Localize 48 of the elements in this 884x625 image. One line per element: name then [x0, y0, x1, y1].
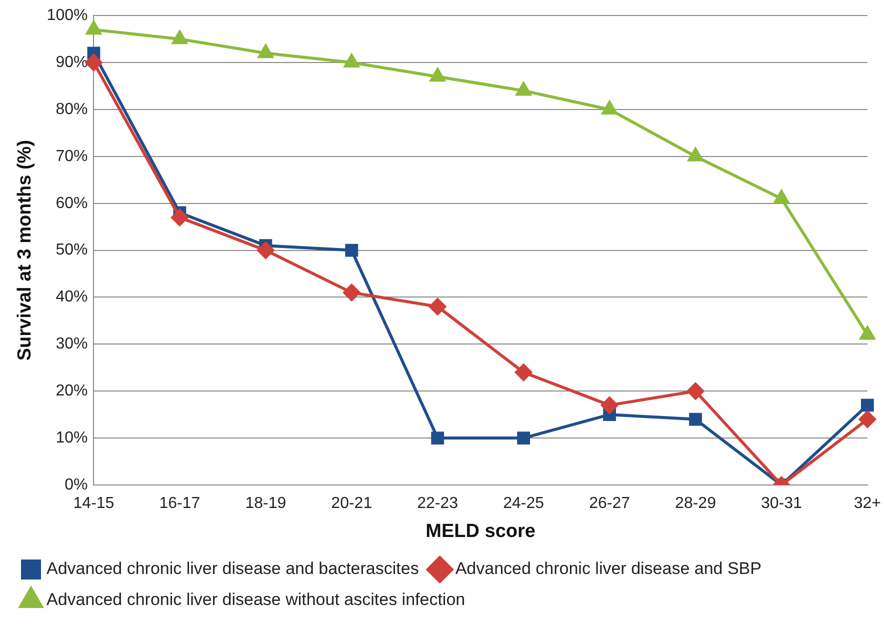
point [171, 208, 188, 226]
point [345, 244, 358, 257]
y-tick-label: 30% [56, 336, 88, 353]
point [344, 54, 360, 68]
x-axis-title: MELD score [426, 520, 536, 542]
legend-label: Advanced chronic liver disease without ascites infection [46, 590, 466, 610]
x-tick-label: 24-25 [503, 495, 544, 512]
point [343, 284, 360, 302]
x-tick-label: 28-29 [675, 495, 716, 512]
point [257, 242, 274, 259]
point [431, 432, 444, 445]
point [688, 148, 704, 162]
point [689, 412, 702, 426]
x-tick-label: 18-19 [245, 495, 286, 512]
legend-label: Advanced chronic liver disease and SBP [455, 559, 762, 578]
y-tick-label: 80% [56, 100, 88, 118]
legend-label: Advanced chronic liver disease and bacterascites [46, 559, 419, 578]
point [602, 100, 618, 114]
point [172, 30, 188, 44]
y-axis-title: Survival at 3 months (%) [14, 140, 36, 361]
y-tick-label: 10% [56, 429, 88, 446]
x-tick-label: 30-31 [761, 495, 802, 512]
point [686, 382, 704, 400]
point [774, 190, 790, 204]
x-tick-label: 16-17 [159, 495, 200, 512]
x-tick-label: 20-21 [331, 495, 372, 512]
x-tick-label: 14-15 [73, 495, 114, 512]
point [516, 82, 532, 96]
point [429, 298, 446, 316]
y-tick-label: 0% [64, 476, 88, 494]
y-tick-label: 50% [56, 242, 88, 259]
point [258, 44, 274, 58]
y-tick-label: 70% [56, 148, 88, 165]
x-tick-label: 26-27 [589, 495, 630, 512]
point [858, 410, 876, 428]
y-tick-label: 100% [46, 7, 88, 24]
point [515, 364, 532, 381]
point [86, 21, 102, 35]
x-tick-label: 32+ [854, 495, 881, 512]
point [860, 398, 874, 412]
point [517, 432, 530, 445]
y-tick-label: 60% [56, 194, 88, 212]
x-tick-label: 22-23 [417, 495, 458, 512]
y-tick-label: 20% [56, 382, 88, 400]
point [601, 396, 618, 414]
point [430, 68, 446, 82]
y-tick-label: 40% [56, 288, 88, 306]
y-tick-label: 90% [56, 54, 88, 71]
